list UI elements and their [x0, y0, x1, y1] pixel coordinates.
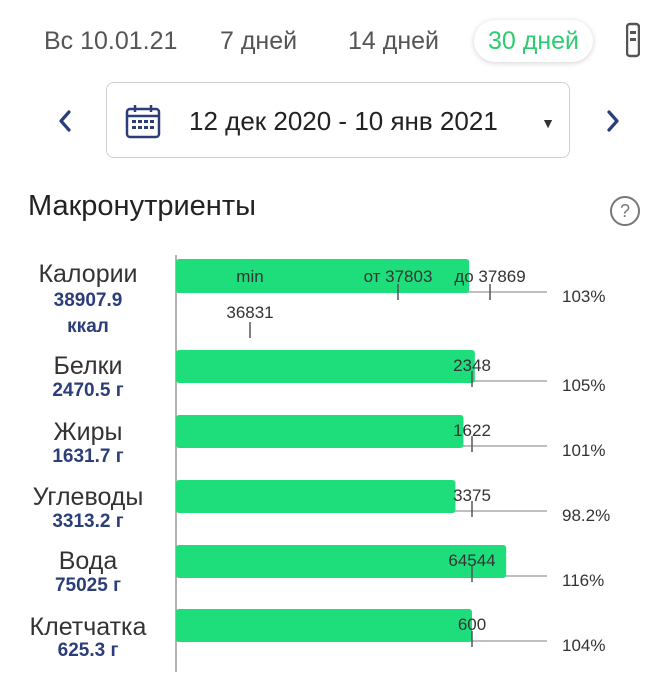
chevron-right-icon — [607, 110, 619, 132]
macro-value: 1631.7 г — [52, 446, 124, 467]
macro-name: Калории — [38, 260, 138, 288]
macro-value: 38907.9 — [53, 290, 123, 311]
macro-name: Клетчатка — [29, 613, 147, 641]
next-period-button[interactable] — [598, 104, 628, 138]
prev-period-button[interactable] — [50, 104, 80, 138]
macro-bar — [176, 609, 472, 642]
macro-name: Вода — [58, 547, 118, 575]
macro-percent: 116% — [562, 571, 604, 590]
target-label: 3375 — [453, 486, 491, 505]
target-label: 600 — [458, 615, 486, 634]
macro-percent: 103% — [562, 287, 605, 306]
macro-name: Белки — [53, 352, 123, 380]
macro-value: 75025 г — [54, 575, 122, 596]
macro-bar — [176, 415, 464, 448]
macro-name: Углеводы — [32, 483, 144, 511]
range-from-label: от 37803 — [364, 267, 433, 286]
macro-percent: 101% — [562, 441, 605, 460]
section-title: Макронутриенты — [28, 190, 256, 222]
macro-value: 3313.2 г — [52, 511, 124, 532]
date-range-label: 12 дек 2020 - 10 янв 2021 — [189, 106, 498, 136]
min-value-label: 36831 — [226, 303, 273, 322]
target-label: 2348 — [453, 356, 491, 375]
macro-unit: ккал — [67, 316, 109, 337]
tab-7-days[interactable]: 7 дней — [220, 27, 298, 55]
macro-percent: 105% — [562, 376, 605, 395]
help-icon[interactable]: ? — [610, 196, 640, 226]
macro-bar — [176, 545, 507, 578]
device-icon[interactable] — [625, 22, 641, 58]
caret-down-icon: ▼ — [541, 115, 555, 131]
macro-labels: Калории 38907.9 ккал Белки 2470.5 г Жиры 1631.… — [0, 0, 176, 680]
target-label: 1622 — [453, 421, 491, 440]
macro-name: Жиры — [53, 418, 123, 446]
date-range-select[interactable]: 12 дек 2020 - 10 янв 2021 ▼ — [106, 82, 570, 158]
tab-30-days[interactable]: 30 дней — [474, 20, 594, 62]
macro-bar — [176, 480, 456, 513]
macro-percent: 104% — [562, 636, 605, 655]
tab-day[interactable]: Вс 10.01.21 — [44, 27, 178, 55]
chevron-left-icon — [59, 110, 71, 132]
macro-bar — [176, 259, 470, 293]
macro-value: 625.3 г — [57, 640, 119, 661]
macro-bar — [176, 350, 475, 383]
min-label: min — [236, 267, 263, 286]
macro-percent: 98.2% — [562, 506, 610, 525]
macro-value: 2470.5 г — [52, 380, 124, 401]
range-to-label: до 37869 — [454, 267, 525, 286]
tab-14-days[interactable]: 14 дней — [348, 27, 440, 55]
calendar-icon — [125, 103, 161, 144]
target-label: 64544 — [448, 551, 495, 570]
